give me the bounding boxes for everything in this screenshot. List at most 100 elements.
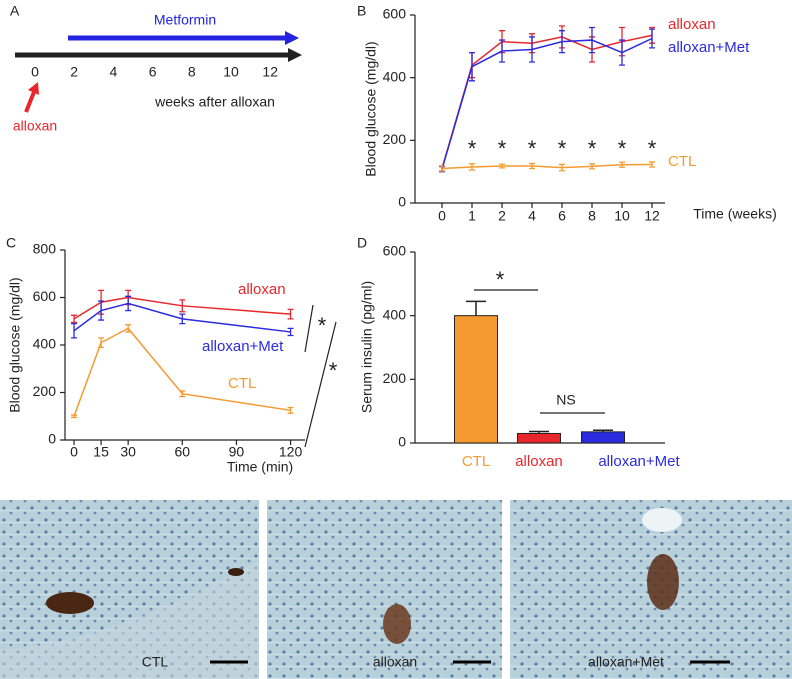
timeline-tick: 2 bbox=[70, 64, 78, 80]
error-bar bbox=[649, 161, 655, 168]
error-bar bbox=[179, 299, 186, 313]
arrow-head bbox=[288, 48, 302, 62]
error-bar bbox=[287, 406, 294, 414]
x-tick-label: alloxan+Met bbox=[598, 453, 680, 470]
x-tick-label: 0 bbox=[438, 208, 446, 224]
bracket bbox=[304, 321, 337, 448]
arrow-head bbox=[285, 31, 299, 45]
series-line bbox=[441, 37, 653, 170]
y-axis-label: Blood glucose (mg/dl) bbox=[363, 41, 379, 176]
series-label: alloxan+Met bbox=[668, 39, 750, 56]
error-bar bbox=[287, 308, 294, 320]
timeline-tick: 4 bbox=[110, 64, 118, 80]
y-tick-label: 400 bbox=[383, 68, 407, 84]
annotation: * bbox=[468, 136, 477, 161]
tissue-edge bbox=[0, 560, 259, 679]
x-tick-label: 8 bbox=[588, 208, 596, 224]
error-bar bbox=[619, 161, 625, 168]
panel-label: C bbox=[6, 235, 16, 251]
annotation: * bbox=[528, 136, 537, 161]
error-bar bbox=[589, 163, 595, 170]
x-tick-label: 90 bbox=[229, 444, 245, 460]
error-bar bbox=[469, 163, 475, 171]
y-tick-label: 0 bbox=[398, 434, 406, 450]
panel-label: D bbox=[357, 235, 367, 251]
drug-label: Metformin bbox=[154, 12, 216, 28]
series-line bbox=[441, 163, 653, 170]
annotation: * bbox=[558, 136, 567, 161]
error-bar bbox=[439, 165, 445, 172]
islet bbox=[383, 604, 411, 644]
timeline-tick: 12 bbox=[262, 64, 278, 80]
bar bbox=[581, 431, 625, 444]
islet bbox=[228, 568, 244, 576]
error-bar bbox=[71, 314, 78, 324]
error-bar bbox=[179, 390, 186, 398]
series-label: alloxan+Met bbox=[202, 338, 284, 355]
error-bar bbox=[125, 295, 132, 312]
x-tick-label: 4 bbox=[528, 208, 536, 224]
x-tick-label: 10 bbox=[614, 208, 630, 224]
timeline-label: weeks after alloxan bbox=[154, 94, 275, 110]
x-tick-label: 15 bbox=[93, 444, 109, 460]
x-tick-label: 2 bbox=[498, 208, 506, 224]
error-bar bbox=[125, 324, 132, 333]
y-tick-label: 600 bbox=[33, 288, 57, 304]
event-label: alloxan bbox=[13, 118, 57, 134]
error-bar bbox=[469, 51, 475, 82]
x-tick-label: CTL bbox=[462, 453, 490, 470]
annotation: * bbox=[618, 136, 627, 161]
micrograph-label: alloxan bbox=[373, 654, 417, 670]
series-line bbox=[441, 34, 653, 169]
micrograph bbox=[267, 500, 502, 679]
y-tick-label: 400 bbox=[383, 306, 407, 322]
error-bar bbox=[98, 337, 105, 349]
timeline-tick: 0 bbox=[31, 64, 39, 80]
error-bar bbox=[466, 300, 486, 316]
annotation: * bbox=[329, 358, 338, 383]
x-tick-label: alloxan bbox=[515, 453, 563, 470]
x-tick-label: 12 bbox=[644, 208, 660, 224]
error-bar bbox=[529, 162, 535, 170]
y-tick-label: 200 bbox=[383, 131, 407, 147]
event-arrow bbox=[24, 91, 36, 113]
significance-lines bbox=[304, 289, 605, 448]
x-tick-label: 120 bbox=[279, 444, 303, 460]
error-bar bbox=[529, 36, 535, 63]
error-bar bbox=[619, 39, 625, 66]
bar bbox=[454, 315, 498, 444]
error-bar bbox=[98, 300, 105, 321]
series-label: alloxan bbox=[238, 281, 286, 298]
panel-label: B bbox=[357, 3, 366, 19]
annotation: * bbox=[498, 136, 507, 161]
vessel bbox=[642, 508, 682, 532]
timeline-tick: 10 bbox=[223, 64, 239, 80]
timeline-tick: 8 bbox=[188, 64, 196, 80]
y-tick-label: 800 bbox=[33, 241, 57, 257]
x-axis-label: Time (min) bbox=[227, 459, 293, 475]
y-tick-label: 0 bbox=[48, 431, 56, 447]
error-bar bbox=[71, 322, 78, 339]
annotation: * bbox=[318, 313, 327, 338]
y-tick-label: 200 bbox=[33, 383, 57, 399]
error-bar bbox=[499, 39, 505, 63]
x-tick-label: 1 bbox=[468, 208, 476, 224]
y-tick-label: 200 bbox=[383, 370, 407, 386]
annotation: * bbox=[648, 136, 657, 161]
error-bar bbox=[559, 30, 565, 54]
y-tick-label: 600 bbox=[383, 6, 407, 22]
islet bbox=[647, 554, 679, 610]
annotation: * bbox=[496, 267, 505, 292]
x-tick-label: 30 bbox=[120, 444, 136, 460]
error-bar bbox=[287, 327, 294, 337]
y-axis-label: Blood glucose (mg/dl) bbox=[7, 277, 23, 412]
timeline: A Metformin weeks after alloxan alloxan bbox=[10, 3, 302, 134]
error-bar bbox=[71, 414, 78, 419]
error-bar bbox=[179, 313, 186, 325]
y-axis-label: Serum insulin (pg/ml) bbox=[359, 281, 375, 413]
panel-label: A bbox=[10, 3, 20, 19]
x-tick-label: 6 bbox=[558, 208, 566, 224]
bracket bbox=[304, 304, 314, 353]
error-bar bbox=[589, 26, 595, 54]
